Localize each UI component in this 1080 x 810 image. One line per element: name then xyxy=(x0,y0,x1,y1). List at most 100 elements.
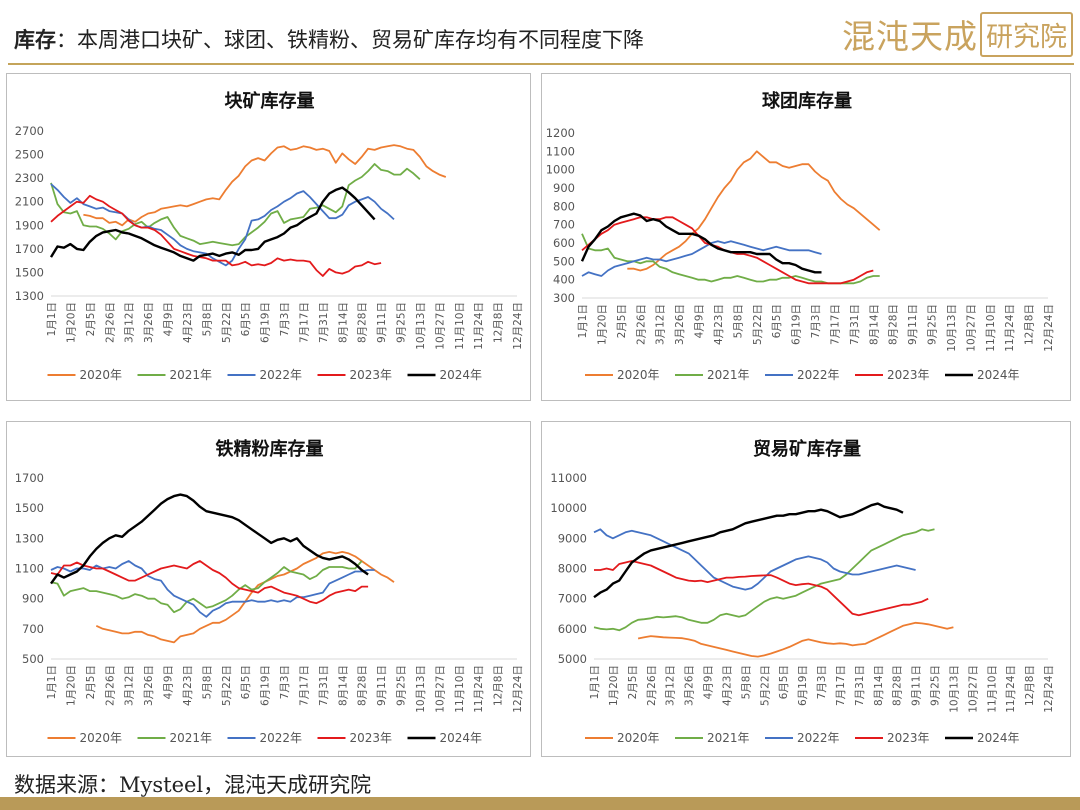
x-tick-label: 5月8日 xyxy=(740,665,752,699)
y-tick-label: 300 xyxy=(553,291,575,305)
x-tick-label: 10月13日 xyxy=(948,665,960,713)
series-line-2023 xyxy=(50,194,382,277)
x-tick-label: 2月26日 xyxy=(104,302,116,343)
x-tick-label: 6月19日 xyxy=(260,665,272,706)
x-tick-label: 10月13日 xyxy=(946,304,958,352)
x-tick-label: 5月22日 xyxy=(759,665,771,706)
legend-label-2024: 2024年 xyxy=(977,731,1020,745)
x-tick-label: 1月1日 xyxy=(589,665,601,699)
x-tick-label: 8月28日 xyxy=(357,665,369,706)
x-tick-label: 12月8日 xyxy=(1024,304,1036,345)
y-tick-label: 2500 xyxy=(15,148,44,162)
chart-title: 球团库存量 xyxy=(762,90,852,112)
legend-label-2023: 2023年 xyxy=(350,731,393,745)
legend-label-2024: 2024年 xyxy=(977,368,1020,382)
y-tick-label: 1300 xyxy=(15,531,44,545)
x-tick-label: 5月22日 xyxy=(221,302,233,343)
x-tick-label: 12月24日 xyxy=(1043,665,1055,713)
y-tick-label: 6000 xyxy=(558,622,587,636)
y-tick-label: 1500 xyxy=(15,501,44,515)
y-tick-label: 1700 xyxy=(15,242,44,256)
legend-label-2023: 2023年 xyxy=(887,368,930,382)
legend-label-2023: 2023年 xyxy=(887,731,930,745)
y-tick-label: 1100 xyxy=(15,562,44,576)
x-tick-label: 11月24日 xyxy=(473,665,485,713)
x-tick-label: 9月11日 xyxy=(376,302,388,343)
x-tick-label: 3月26日 xyxy=(143,302,155,343)
x-tick-label: 3月12日 xyxy=(124,302,136,343)
x-tick-label: 1月20日 xyxy=(608,665,620,706)
y-tick-label: 1300 xyxy=(15,289,44,303)
page-title: 库存：本周港口块矿、球团、铁精粉、贸易矿库存均有不同程度下降 xyxy=(14,24,644,54)
x-tick-label: 3月12日 xyxy=(665,665,677,706)
y-tick-label: 2300 xyxy=(15,171,44,185)
x-tick-label: 9月25日 xyxy=(396,665,408,706)
series-line-2022 xyxy=(581,240,822,277)
x-tick-label: 2月5日 xyxy=(616,304,628,338)
x-tick-label: 3月12日 xyxy=(655,304,667,345)
legend-label-2020: 2020年 xyxy=(617,368,660,382)
data-source: 数据来源：Mysteel，混沌天成研究院 xyxy=(14,773,372,797)
chart-panel-pellet: 球团库存量 300 400 500 600 700 800 900 1000 1100 1200 1月… xyxy=(541,73,1071,401)
x-tick-label: 8月14日 xyxy=(337,665,349,706)
x-tick-label: 9月25日 xyxy=(396,302,408,343)
x-tick-label: 3月26日 xyxy=(674,304,686,345)
x-tick-label: 10月27日 xyxy=(967,665,979,713)
x-tick-label: 1月1日 xyxy=(46,665,58,699)
x-tick-label: 2月26日 xyxy=(646,665,658,706)
x-tick-label: 4月23日 xyxy=(182,302,194,343)
x-tick-label: 12月8日 xyxy=(1024,665,1036,706)
x-tick-label: 7月3日 xyxy=(810,304,822,338)
x-tick-label: 5月8日 xyxy=(201,302,213,336)
x-tick-label: 1月20日 xyxy=(65,665,77,706)
x-tick-label: 7月3日 xyxy=(816,665,828,699)
x-tick-label: 7月17日 xyxy=(298,302,310,343)
y-tick-label: 900 xyxy=(553,181,575,195)
legend-label-2022: 2022年 xyxy=(260,731,303,745)
series-line-2024 xyxy=(593,502,904,599)
series-line-2020 xyxy=(627,150,881,272)
y-tick-label: 8000 xyxy=(558,562,587,576)
x-tick-label: 7月17日 xyxy=(829,304,841,345)
y-tick-label: 700 xyxy=(22,622,44,636)
x-tick-label: 4月23日 xyxy=(713,304,725,345)
legend-label-2021: 2021年 xyxy=(707,731,750,745)
x-tick-label: 9月11日 xyxy=(376,665,388,706)
x-tick-label: 7月17日 xyxy=(835,665,847,706)
x-tick-label: 6月19日 xyxy=(260,302,272,343)
chart-pellet: 球团库存量 300 400 500 600 700 800 900 1000 1100 1200 1月… xyxy=(546,90,1055,382)
x-tick-label: 12月24日 xyxy=(512,302,524,350)
title-text: ：本周港口块矿、球团、铁精粉、贸易矿库存均有不同程度下降 xyxy=(56,28,644,52)
x-tick-label: 1月20日 xyxy=(65,302,77,343)
legend-label-2024: 2024年 xyxy=(440,368,483,382)
y-tick-label: 1900 xyxy=(15,218,44,232)
x-tick-label: 2月5日 xyxy=(85,302,97,336)
x-tick-label: 2月26日 xyxy=(635,304,647,345)
legend-label-2020: 2020年 xyxy=(80,731,123,745)
legend-label-2022: 2022年 xyxy=(260,368,303,382)
x-tick-label: 4月9日 xyxy=(703,665,715,699)
x-tick-label: 8月14日 xyxy=(337,302,349,343)
x-tick-label: 7月31日 xyxy=(849,304,861,345)
chart-panel-trade-ore: 贸易矿库存量 5000 6000 7000 8000 9000 10000 11000 1月1日… xyxy=(541,421,1071,757)
chart-lump-ore: 块矿库存量 1300 1500 1700 1900 2100 2300 2500 2700 1月1… xyxy=(15,90,524,382)
y-tick-label: 10000 xyxy=(550,501,587,515)
x-tick-label: 1月20日 xyxy=(596,304,608,345)
x-tick-label: 9月25日 xyxy=(927,304,939,345)
x-tick-label: 11月24日 xyxy=(1005,665,1017,713)
x-tick-label: 5月8日 xyxy=(201,665,213,699)
series-line-2022 xyxy=(50,560,375,618)
chart-concentrate: 铁精粉库存量 500 700 900 1100 1300 1500 1700 1月1日 1月20日… xyxy=(15,438,524,745)
x-tick-label: 6月19日 xyxy=(791,304,803,345)
y-tick-label: 9000 xyxy=(558,531,587,545)
series-line-2021 xyxy=(593,528,935,632)
x-tick-label: 4月9日 xyxy=(694,304,706,338)
logo-seal: 研究院 xyxy=(980,11,1073,57)
y-tick-label: 11000 xyxy=(550,471,587,485)
chart-title: 贸易矿库存量 xyxy=(753,438,861,460)
series-line-2024 xyxy=(49,186,376,262)
x-tick-label: 8月28日 xyxy=(888,304,900,345)
series-line-2023 xyxy=(594,560,929,617)
x-tick-label: 11月10日 xyxy=(986,665,998,713)
x-tick-label: 7月17日 xyxy=(298,665,310,706)
